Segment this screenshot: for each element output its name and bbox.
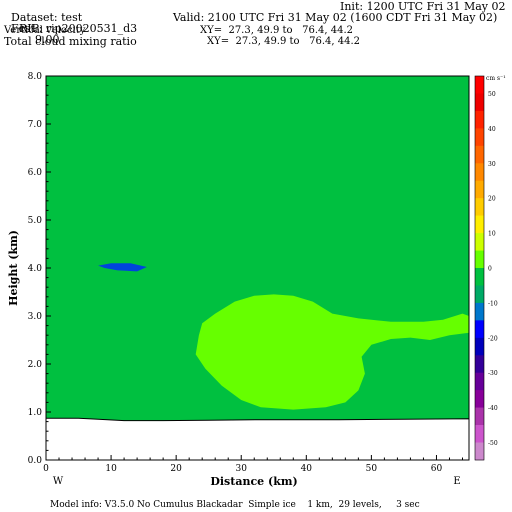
colorbar-swatch [475,442,484,461]
y-tick-label: 2.0 [28,360,43,370]
colorbar-swatch [475,372,484,391]
colorbar-swatch [475,180,484,199]
y-tick-label: 6.0 [28,168,43,178]
colorbar-swatch [475,425,484,443]
colorbar-swatch [475,285,484,304]
region-cloud [195,294,469,410]
colorbar-swatch [475,110,484,129]
colorbar-swatch [475,355,484,374]
x-tick-label: 20 [170,464,182,474]
field-2-name: Total cloud mixing ratio [4,35,137,48]
y-tick-label: 4.0 [28,264,43,274]
colorbar-label: 0 [488,266,492,273]
colorbar-label: -20 [488,335,498,342]
colorbar-label: 20 [488,196,496,203]
valid-time: Valid: 2100 UTC Fri 31 May 02 (1600 CDT … [173,11,498,24]
x-end-label-left: W [53,476,64,487]
x-tick-label: 30 [236,464,248,474]
x-tick-label: 40 [301,464,313,474]
y-tick-label: 5.0 [28,216,43,226]
x-tick-label: 0 [43,464,49,474]
region-ground [45,417,470,461]
colorbar-swatch [475,198,484,216]
model-info: Model info: V3.5.0 No Cumulus Blackadar … [50,500,420,510]
forecast-label: Fcst: [11,22,39,35]
x-tick-label: 50 [366,464,378,474]
rip-label: RIP: rip20020531_d3 [19,22,138,35]
forecast-value: 9.00 [35,33,60,46]
colorbar-swatch [475,145,484,164]
y-tick-label: 7.0 [28,120,43,130]
dataset-label: Dataset: test [11,11,83,24]
colorbar-label: 50 [488,91,496,98]
colorbar-swatch [475,93,484,112]
colorbar-swatch [475,233,484,251]
colorbar-units: cm s⁻¹ [486,75,506,82]
y-tick-label: 8.0 [28,72,43,82]
colorbar-label: -30 [488,370,498,377]
colorbar-label: -50 [488,440,498,447]
field-2-xy: XY= 27.3, 49.9 to 76.4, 44.2 [207,36,360,47]
region-updraft [98,263,147,272]
x-tick-label: 10 [105,464,117,474]
y-axis-label: Height (km) [7,230,20,306]
colorbar-swatch [475,128,484,147]
colorbar: 50 40 30 20 10 0 -10 -20 -30 -40 -50 [474,75,498,461]
colorbar-swatch [475,250,484,269]
colorbar-swatch [475,390,484,408]
colorbar-swatch [475,337,484,356]
colorbar-frame [474,75,485,461]
colorbar-swatch [475,302,484,321]
field-1-name: Vertical velocity [4,25,86,36]
y-tick-label: 3.0 [28,312,43,322]
colorbar-swatch [475,76,484,94]
colorbar-swatch [475,163,484,182]
x-axis-label: Distance (km) [210,475,297,488]
colorbar-label: 30 [488,161,496,168]
y-tick-label: 0.0 [28,456,43,466]
colorbar-label: 40 [488,126,496,133]
init-time: Init: 1200 UTC Fri 31 May 02 [340,0,506,13]
colorbar-swatch [475,268,484,286]
x-end-label-right: E [453,476,460,487]
colorbar-swatch [475,215,484,234]
colorbar-label: -10 [488,300,498,307]
colorbar-swatch [475,320,484,339]
y-axis-ticks: 0.0 1.0 2.0 3.0 4.0 5.0 6.0 7.0 8.0 [28,72,51,466]
field-1-xy: XY= 27.3, 49.9 to 76.4, 44.2 [200,25,353,36]
colorbar-label: -40 [488,405,498,412]
colorbar-label: 10 [488,231,496,238]
y-tick-label: 1.0 [28,408,43,418]
colorbar-swatch [475,407,484,426]
x-tick-label: 60 [431,464,443,474]
x-axis-ticks: 0 10 20 30 40 50 60 [43,455,463,474]
